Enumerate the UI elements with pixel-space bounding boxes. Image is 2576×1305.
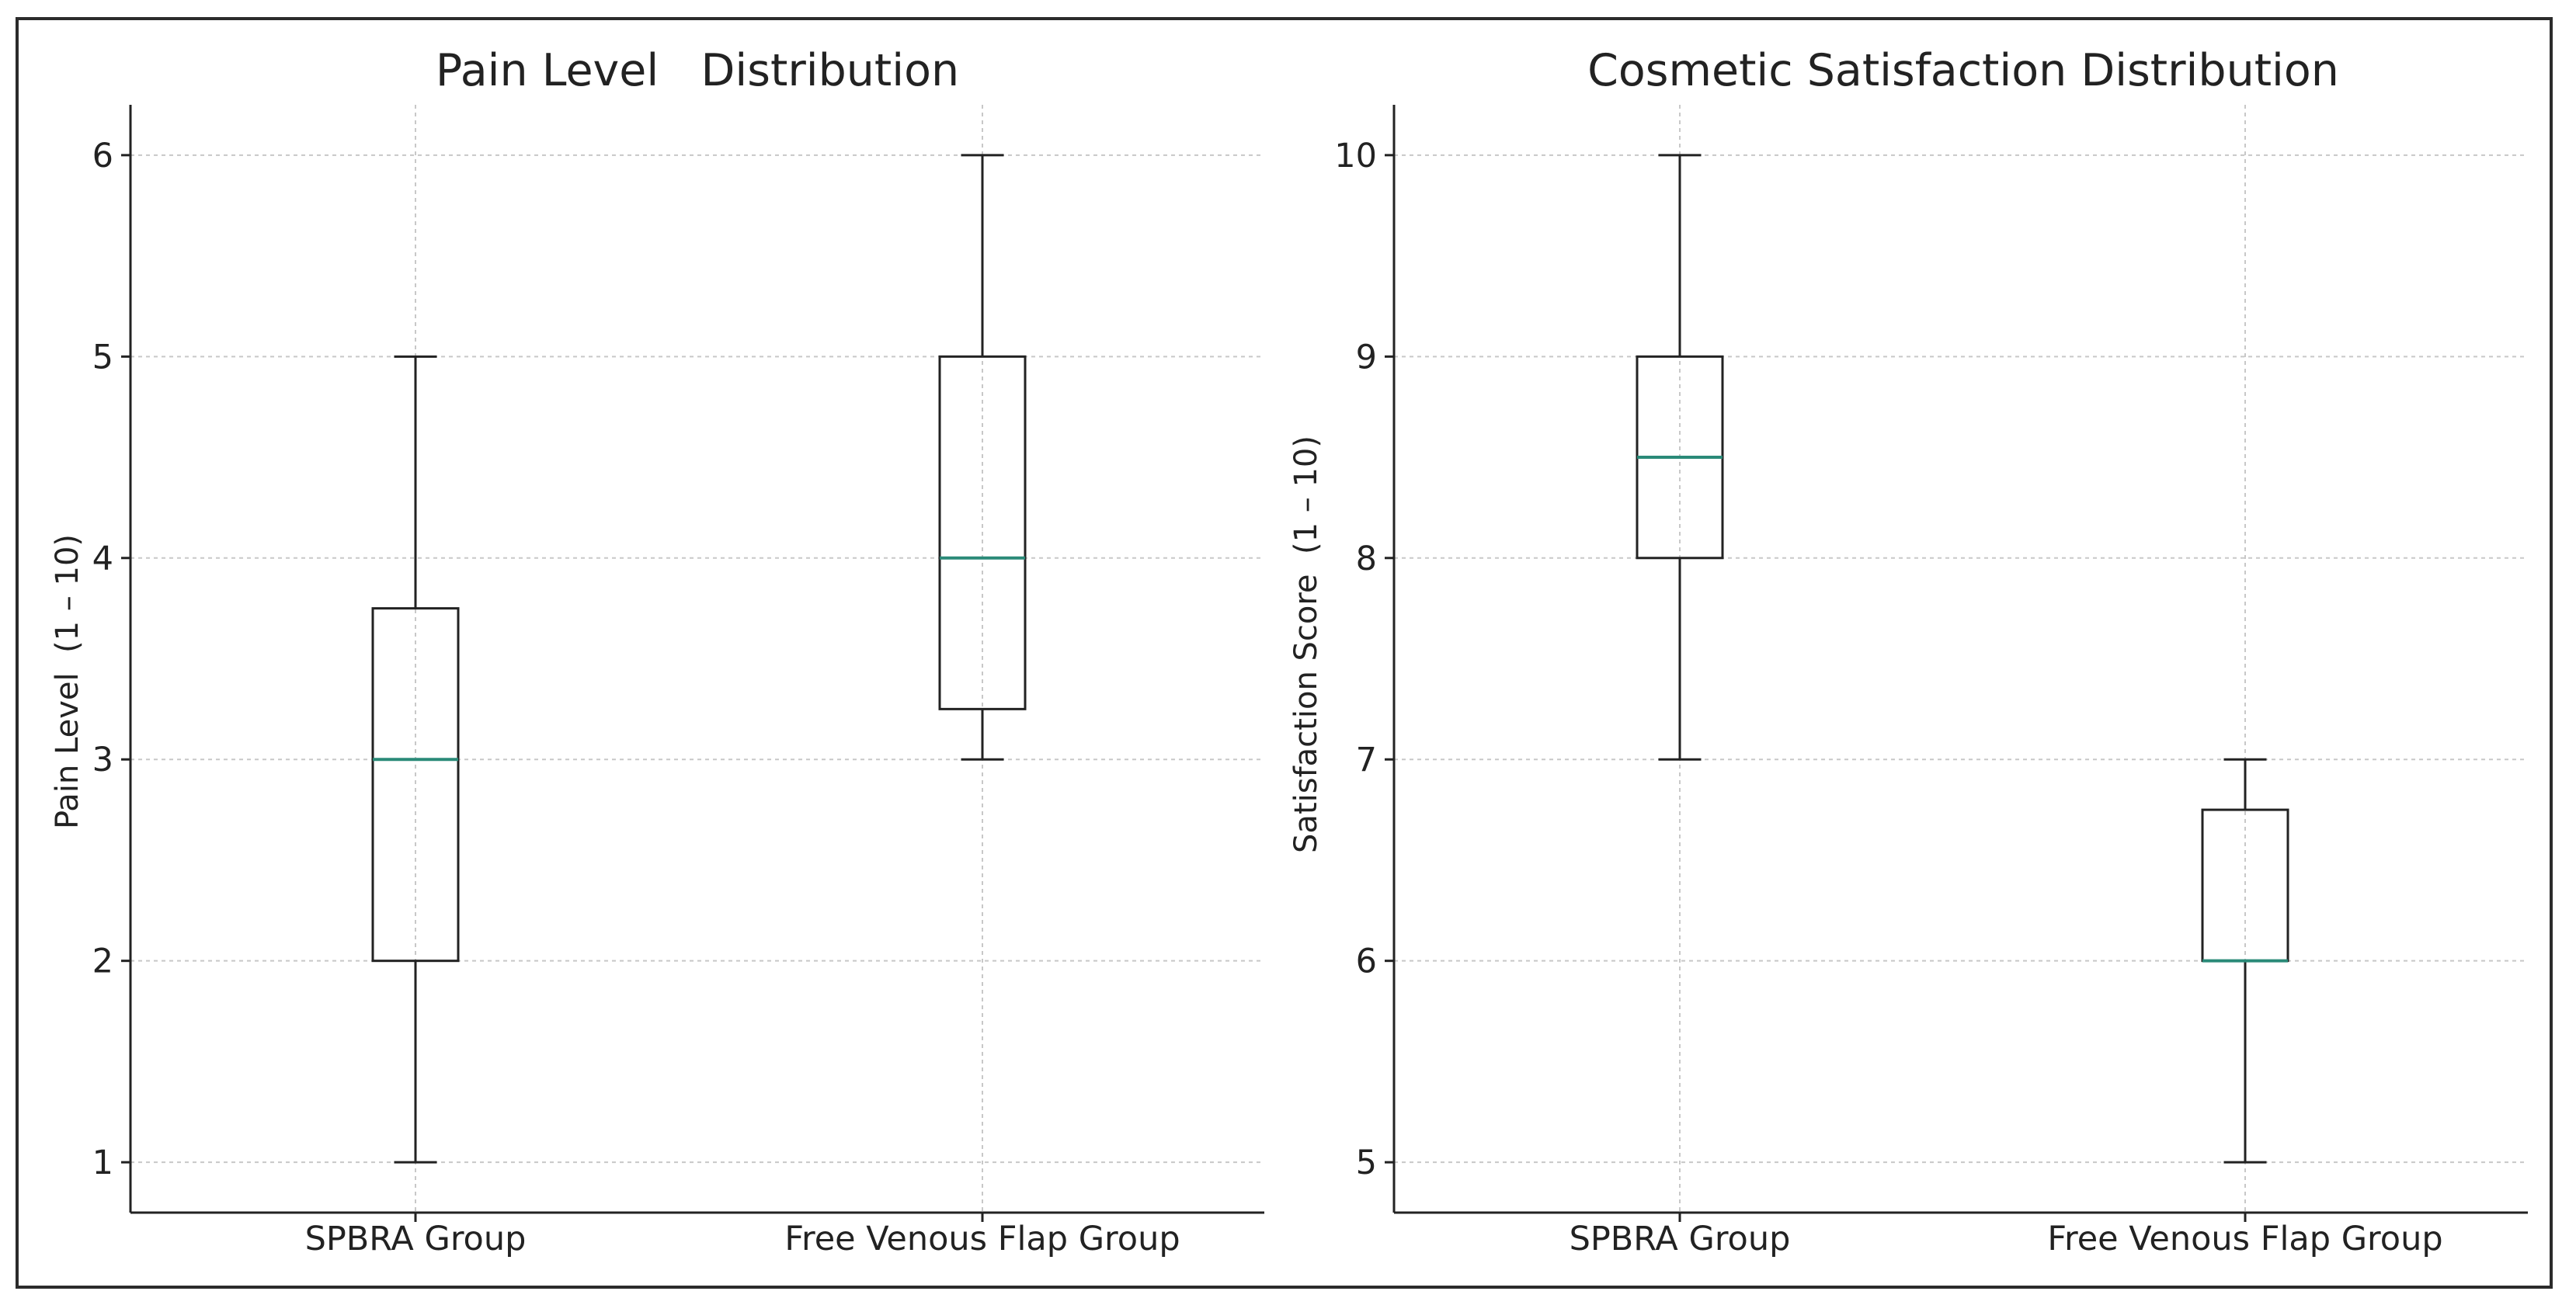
satisfaction-panel: Cosmetic Satisfaction Distribution Satis…: [1288, 45, 2528, 1258]
y-tick-label: 3: [92, 741, 113, 779]
y-tick-label: 6: [92, 137, 113, 175]
y-tick-label: 1: [92, 1144, 113, 1182]
category-label: SPBRA Group: [1570, 1220, 1791, 1258]
y-tick-label: 5: [1356, 1144, 1377, 1182]
y-tick-label: 5: [92, 338, 113, 377]
figure-frame: [16, 17, 2553, 1289]
y-tick-label: 6: [1356, 942, 1377, 981]
box-iqr: [371, 607, 460, 963]
chart-title: Cosmetic Satisfaction Distribution: [1587, 45, 2339, 96]
y-tick-label: 4: [92, 540, 113, 578]
category-label: SPBRA Group: [305, 1220, 527, 1258]
category-label: Free Venous Flap Group: [2047, 1220, 2442, 1258]
y-tick-label: 10: [1334, 137, 1377, 175]
y-axis-label: Pain Level (1 – 10): [50, 534, 85, 829]
box-iqr: [938, 355, 1027, 710]
y-tick-label: 2: [92, 942, 113, 981]
y-tick-label: 7: [1356, 741, 1377, 779]
y-axis-label: Satisfaction Score (1 – 10): [1288, 436, 1324, 853]
chart-title: Pain Level Distribution: [436, 45, 959, 96]
pain-level-panel: Pain Level Distribution Pain Level (1 – …: [50, 45, 1264, 1258]
y-tick-label: 8: [1356, 540, 1377, 578]
y-tick-label: 9: [1356, 338, 1377, 377]
category-label: Free Venous Flap Group: [784, 1220, 1180, 1258]
